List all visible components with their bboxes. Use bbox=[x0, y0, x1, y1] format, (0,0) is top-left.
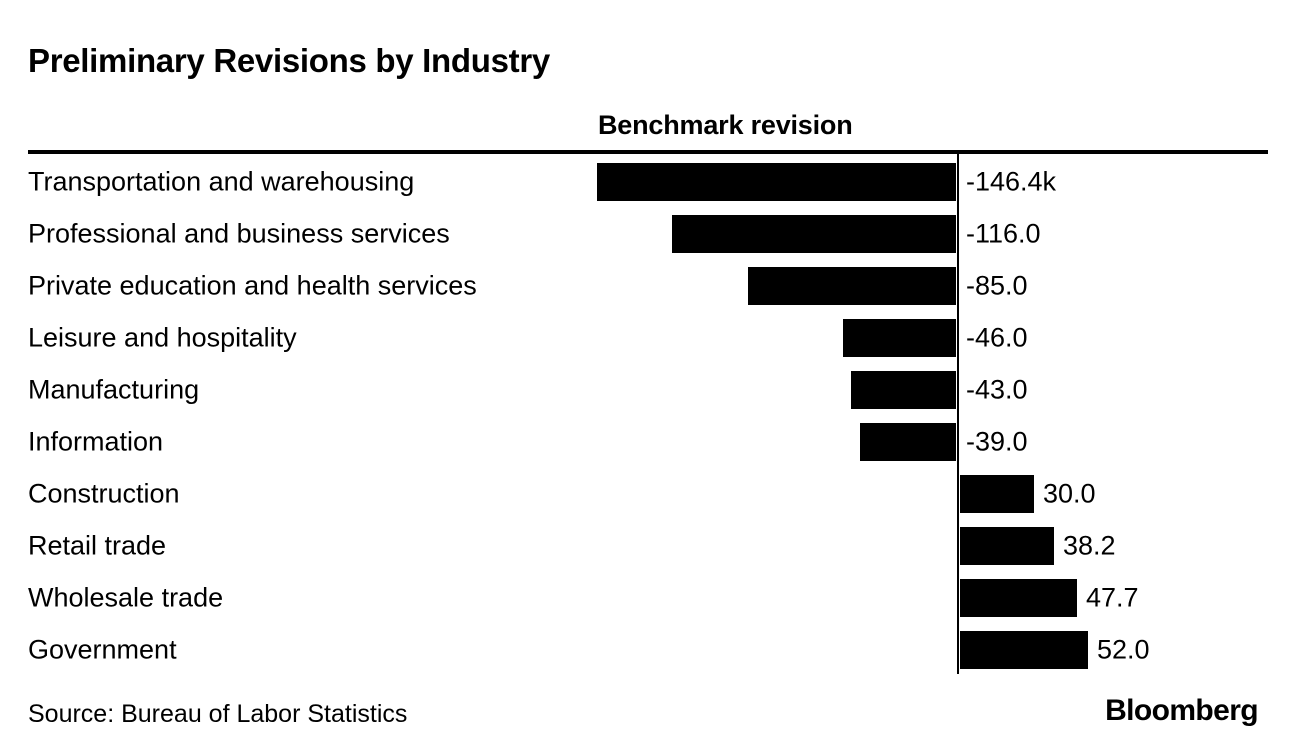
bar-chart-rows: Transportation and warehousing -146.4k Pro… bbox=[0, 156, 1296, 676]
zero-axis-line bbox=[957, 154, 959, 674]
table-row: Government 52.0 bbox=[0, 624, 1296, 676]
industry-label: Government bbox=[28, 634, 177, 665]
table-row: Retail trade 38.2 bbox=[0, 520, 1296, 572]
revision-value-label: 30.0 bbox=[1043, 478, 1096, 509]
industry-label: Private education and health services bbox=[28, 270, 477, 301]
industry-label: Wholesale trade bbox=[28, 582, 224, 613]
revision-bar bbox=[860, 423, 956, 461]
revision-value-label: -46.0 bbox=[966, 322, 1028, 353]
industry-label: Leisure and hospitality bbox=[28, 322, 297, 353]
table-row: Professional and business services -116.0 bbox=[0, 208, 1296, 260]
industry-label: Construction bbox=[28, 478, 180, 509]
revision-value-label: -116.0 bbox=[966, 218, 1041, 249]
chart-title: Preliminary Revisions by Industry bbox=[28, 42, 550, 79]
table-row: Wholesale trade 47.7 bbox=[0, 572, 1296, 624]
table-row: Construction 30.0 bbox=[0, 468, 1296, 520]
revision-bar bbox=[597, 163, 956, 201]
industry-label: Manufacturing bbox=[28, 374, 200, 405]
revision-value-label: 47.7 bbox=[1086, 582, 1139, 613]
industry-label: Information bbox=[28, 426, 164, 457]
revision-value-label: 38.2 bbox=[1063, 530, 1116, 561]
revision-bar bbox=[851, 371, 956, 409]
header-rule bbox=[28, 150, 1268, 154]
source-note: Source: Bureau of Labor Statistics bbox=[28, 700, 408, 728]
revision-bar bbox=[960, 631, 1088, 669]
revision-value-label: -146.4k bbox=[966, 166, 1057, 197]
revision-bar bbox=[960, 579, 1077, 617]
table-row: Private education and health services -85… bbox=[0, 260, 1296, 312]
column-header-benchmark-revision: Benchmark revision bbox=[598, 110, 853, 140]
revision-value-label: -39.0 bbox=[966, 426, 1028, 457]
table-row: Information -39.0 bbox=[0, 416, 1296, 468]
revision-bar bbox=[843, 319, 956, 357]
revision-bar bbox=[960, 475, 1034, 513]
bloomberg-logo: Bloomberg bbox=[1105, 694, 1259, 727]
industry-label: Retail trade bbox=[28, 530, 167, 561]
revision-bar bbox=[960, 527, 1054, 565]
industry-label: Professional and business services bbox=[28, 218, 450, 249]
revision-value-label: 52.0 bbox=[1097, 634, 1150, 665]
revision-bar bbox=[748, 267, 956, 305]
revision-bar bbox=[672, 215, 956, 253]
table-row: Manufacturing -43.0 bbox=[0, 364, 1296, 416]
table-row: Leisure and hospitality -46.0 bbox=[0, 312, 1296, 364]
revision-value-label: -85.0 bbox=[966, 270, 1028, 301]
revision-value-label: -43.0 bbox=[966, 374, 1028, 405]
industry-label: Transportation and warehousing bbox=[28, 166, 415, 197]
table-row: Transportation and warehousing -146.4k bbox=[0, 156, 1296, 208]
